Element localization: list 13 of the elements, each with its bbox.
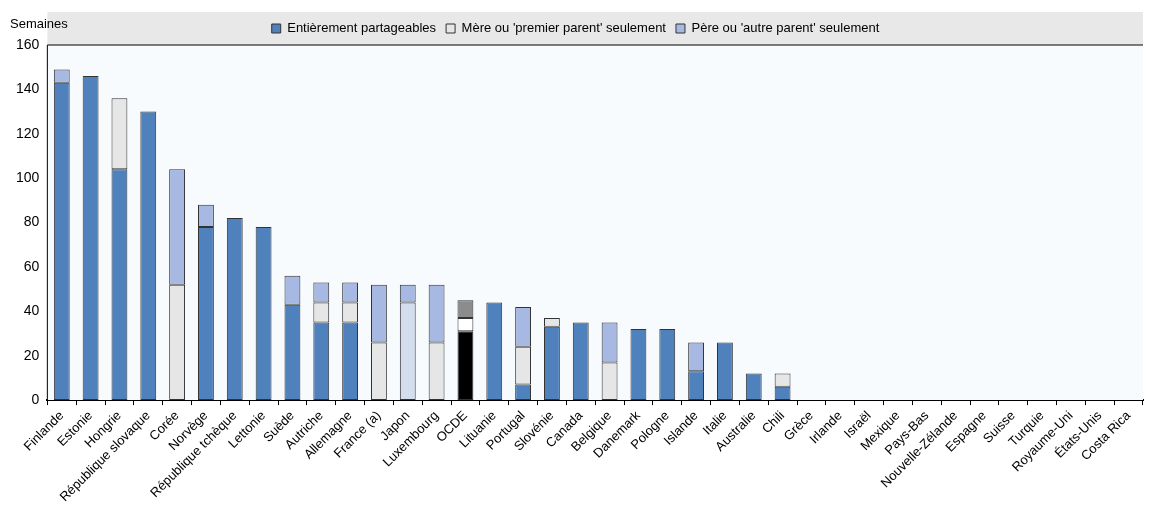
y-tick-label: 120 bbox=[16, 124, 40, 141]
y-tick-label: 160 bbox=[16, 35, 40, 52]
legend-label: Entièrement partageables bbox=[287, 20, 437, 36]
y-tick-label: 140 bbox=[16, 80, 40, 97]
y-tick-label: 0 bbox=[31, 390, 40, 407]
y-tick-label: 20 bbox=[23, 346, 40, 363]
legend-label: Père ou 'autre parent' seulement bbox=[691, 20, 880, 36]
legend-label: Mère ou 'premier parent' seulement bbox=[461, 20, 667, 36]
y-axis-title: Semaines bbox=[10, 16, 69, 32]
y-tick-label: 80 bbox=[23, 213, 40, 230]
y-tick-label: 100 bbox=[16, 169, 40, 186]
y-tick-label: 60 bbox=[23, 257, 40, 274]
y-tick-label: 40 bbox=[23, 302, 40, 319]
